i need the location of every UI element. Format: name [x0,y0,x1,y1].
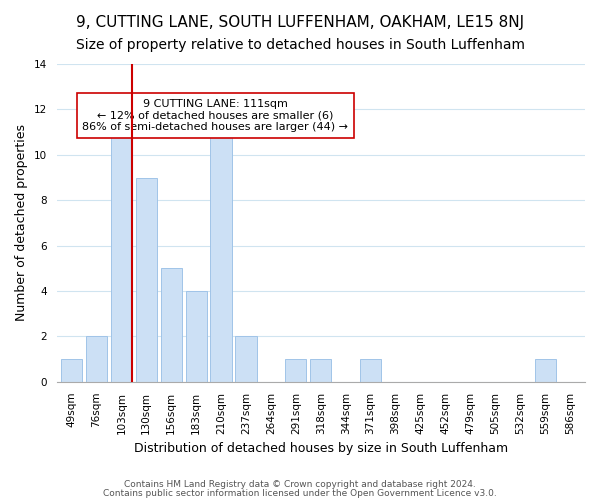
Bar [211,132,232,382]
Bar [86,336,107,382]
Bar [136,178,157,382]
Text: Contains HM Land Registry data © Crown copyright and database right 2024.: Contains HM Land Registry data © Crown c… [124,480,476,489]
Bar [285,359,307,382]
Text: 9 CUTTING LANE: 111sqm
← 12% of detached houses are smaller (6)
86% of semi-deta: 9 CUTTING LANE: 111sqm ← 12% of detached… [82,99,348,132]
Text: 9, CUTTING LANE, SOUTH LUFFENHAM, OAKHAM, LE15 8NJ: 9, CUTTING LANE, SOUTH LUFFENHAM, OAKHAM… [76,15,524,30]
Bar [235,336,257,382]
Bar [61,359,82,382]
Bar [535,359,556,382]
Y-axis label: Number of detached properties: Number of detached properties [15,124,28,322]
Bar [360,359,381,382]
Bar [111,110,132,382]
X-axis label: Distribution of detached houses by size in South Luffenham: Distribution of detached houses by size … [134,442,508,455]
Bar [185,291,207,382]
Bar [310,359,331,382]
Text: Contains public sector information licensed under the Open Government Licence v3: Contains public sector information licen… [103,489,497,498]
Text: Size of property relative to detached houses in South Luffenham: Size of property relative to detached ho… [76,38,524,52]
Bar [161,268,182,382]
